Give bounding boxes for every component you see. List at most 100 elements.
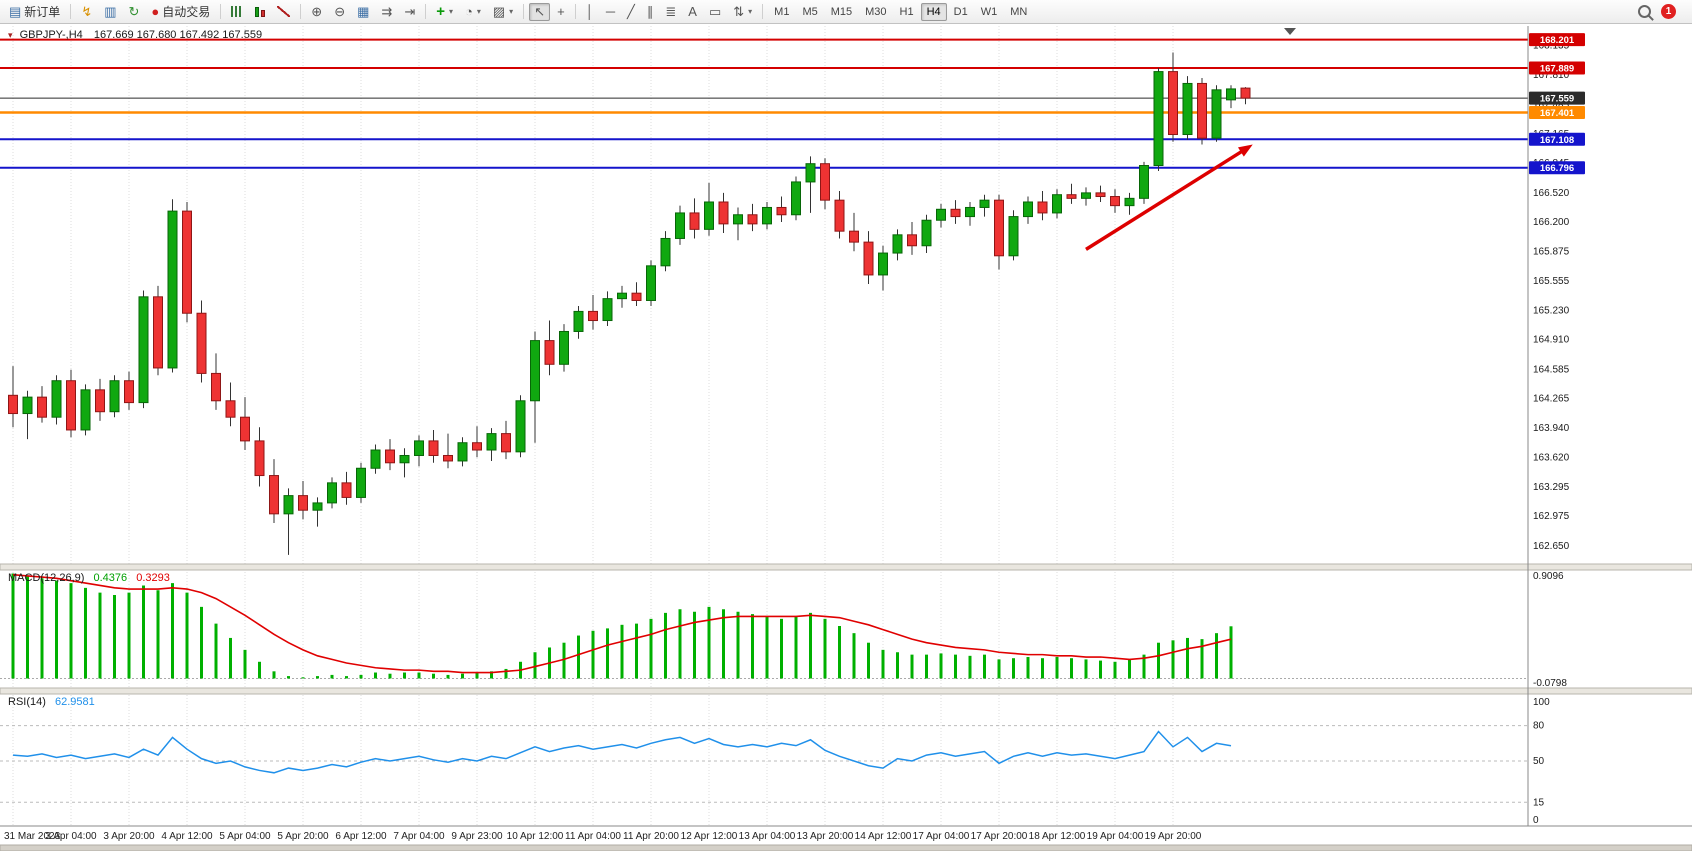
svg-text:167.810: 167.810 <box>1533 70 1570 81</box>
timeframe-M30[interactable]: M30 <box>865 5 887 18</box>
svg-text:166.796: 166.796 <box>1540 163 1574 174</box>
text-tool-icon: A <box>688 4 697 19</box>
svg-text:164.585: 164.585 <box>1533 364 1570 375</box>
zoom-in-button[interactable]: ⊕ <box>306 3 327 21</box>
svg-text:167.485: 167.485 <box>1533 100 1570 111</box>
panel-separator[interactable] <box>0 563 1692 571</box>
toolbar-separator <box>70 4 72 19</box>
indicators-add-icon: + <box>436 3 445 20</box>
price-badge-167.559 <box>1529 91 1585 105</box>
price-badge-167.889 <box>1529 61 1585 75</box>
horizontal-line-button[interactable]: ─ <box>601 3 620 21</box>
label-tool-button[interactable]: ▭ <box>704 3 726 21</box>
svg-text:164.265: 164.265 <box>1533 393 1570 404</box>
toolbar-separator <box>300 4 302 19</box>
svg-text:7 Apr 04:00: 7 Apr 04:00 <box>393 831 445 842</box>
timeframe-M5[interactable]: M5 <box>802 5 818 18</box>
svg-text:163.940: 163.940 <box>1533 423 1570 434</box>
window-bottom-edge <box>0 844 1692 852</box>
channel-button[interactable]: ∥ <box>642 3 659 21</box>
timeframe-M1[interactable]: M1 <box>774 5 790 18</box>
timeframe-H1[interactable]: H1 <box>899 5 914 18</box>
auto-scroll-button[interactable]: ⇉ <box>376 3 397 21</box>
svg-text:165.555: 165.555 <box>1533 276 1570 287</box>
price-badge-168.201 <box>1529 33 1585 47</box>
svg-text:9 Apr 23:00: 9 Apr 23:00 <box>451 831 503 842</box>
text-tool-button[interactable]: A <box>683 3 702 21</box>
macd-main-value: 0.4376 <box>93 572 128 584</box>
trend-arrow-annotation[interactable] <box>1085 144 1253 251</box>
price-axis[interactable]: 168.135167.810167.485167.165166.845166.5… <box>1533 41 1570 826</box>
macd-label: MACD(12,26,9) 0.4376 0.3293 <box>8 572 170 584</box>
svg-text:6 Apr 12:00: 6 Apr 12:00 <box>335 831 387 842</box>
refresh-icon: ↻ <box>128 4 140 19</box>
price-badge-167.108 <box>1529 132 1585 146</box>
bar-chart-icon <box>231 6 244 17</box>
tile-windows-button[interactable]: ▦ <box>352 3 374 21</box>
lightning-icon: ↯ <box>81 4 93 19</box>
timeframe-H4[interactable]: H4 <box>920 2 947 21</box>
svg-text:5 Apr 04:00: 5 Apr 04:00 <box>219 831 271 842</box>
rsi-value: 62.9581 <box>54 696 95 708</box>
timeframe-D1[interactable]: D1 <box>953 5 968 18</box>
timeframe-MN[interactable]: MN <box>1010 5 1028 18</box>
svg-text:166.200: 166.200 <box>1533 217 1570 228</box>
chart-shift-marker[interactable] <box>1284 28 1296 35</box>
toolbar-separator <box>220 4 222 19</box>
chevron-down-icon: ▾ <box>509 7 514 16</box>
crosshair-icon: + <box>557 4 565 19</box>
timeframe-M15[interactable]: M15 <box>830 5 853 18</box>
indicators-button[interactable]: + ▾ <box>431 3 458 21</box>
svg-text:13 Apr 20:00: 13 Apr 20:00 <box>797 831 854 842</box>
svg-text:165.230: 165.230 <box>1533 306 1570 317</box>
svg-text:10 Apr 12:00: 10 Apr 12:00 <box>507 831 564 842</box>
refresh-button[interactable]: ↻ <box>124 3 145 21</box>
arrows-tool-button[interactable]: ⇅ ▾ <box>728 3 757 21</box>
fibonacci-button[interactable]: ≣ <box>660 3 681 21</box>
chevron-down-icon: ▾ <box>476 7 481 16</box>
price-badge-167.401 <box>1529 106 1585 120</box>
zoom-out-icon: ⊖ <box>334 4 346 19</box>
autotrade-button[interactable]: ● 自动交易 <box>146 3 215 21</box>
trendline-button[interactable]: ╱ <box>622 3 640 21</box>
chart-shift-button[interactable]: ⇥ <box>399 3 420 21</box>
svg-text:50: 50 <box>1533 756 1545 767</box>
svg-text:0.9096: 0.9096 <box>1533 571 1564 582</box>
new-order-label: 新订单 <box>24 5 61 19</box>
vertical-line-button[interactable]: │ <box>581 3 599 21</box>
toolbar-right: 1 <box>1638 4 1688 19</box>
timeframe-buttons: M1 M5 M15 M30 H1 H4 D1 W1 MN <box>768 2 1033 21</box>
svg-text:5 Apr 20:00: 5 Apr 20:00 <box>277 831 329 842</box>
panel-separator[interactable] <box>0 687 1692 695</box>
metaeditor-button[interactable]: ↯ <box>76 3 97 21</box>
bar-chart-button[interactable] <box>226 3 248 21</box>
toolbar-separator <box>762 4 764 19</box>
horizontal-line-icon: ─ <box>605 4 616 19</box>
market-depth-button[interactable]: ▥ <box>99 3 121 21</box>
cursor-button[interactable]: ↖ <box>529 2 551 21</box>
candlestick-chart-button[interactable] <box>250 3 270 21</box>
new-order-button[interactable]: ▤ 新订单 <box>4 3 65 21</box>
timeframe-W1[interactable]: W1 <box>980 5 998 18</box>
crosshair-button[interactable]: + <box>552 3 570 21</box>
svg-text:18 Apr 12:00: 18 Apr 12:00 <box>1029 831 1086 842</box>
line-chart-button[interactable] <box>272 3 295 21</box>
zoom-out-button[interactable]: ⊖ <box>329 3 350 21</box>
chevron-down-icon: ▾ <box>448 7 453 16</box>
autotr ade-icon: ● <box>151 4 160 19</box>
candlestick-chart-icon <box>255 6 266 17</box>
line-chart-icon <box>277 6 291 17</box>
periods-button[interactable]: ◔ ▾ <box>460 3 486 21</box>
svg-text:17 Apr 04:00: 17 Apr 04:00 <box>913 831 970 842</box>
notification-badge[interactable]: 1 <box>1661 4 1676 19</box>
svg-text:12 Apr 12:00: 12 Apr 12:00 <box>681 831 738 842</box>
macd-signal-line <box>12 573 1232 674</box>
search-icon[interactable] <box>1638 5 1651 18</box>
arrows-tool-icon: ⇅ <box>733 4 745 19</box>
auto-scroll-icon: ⇉ <box>381 4 393 19</box>
one-click-trading-toggle[interactable]: ▾ <box>8 30 13 40</box>
trendline-icon: ╱ <box>627 4 635 19</box>
rsi-label: RSI(14) 62.9581 <box>8 696 95 708</box>
templates-button[interactable]: ▨ ▾ <box>488 3 518 21</box>
